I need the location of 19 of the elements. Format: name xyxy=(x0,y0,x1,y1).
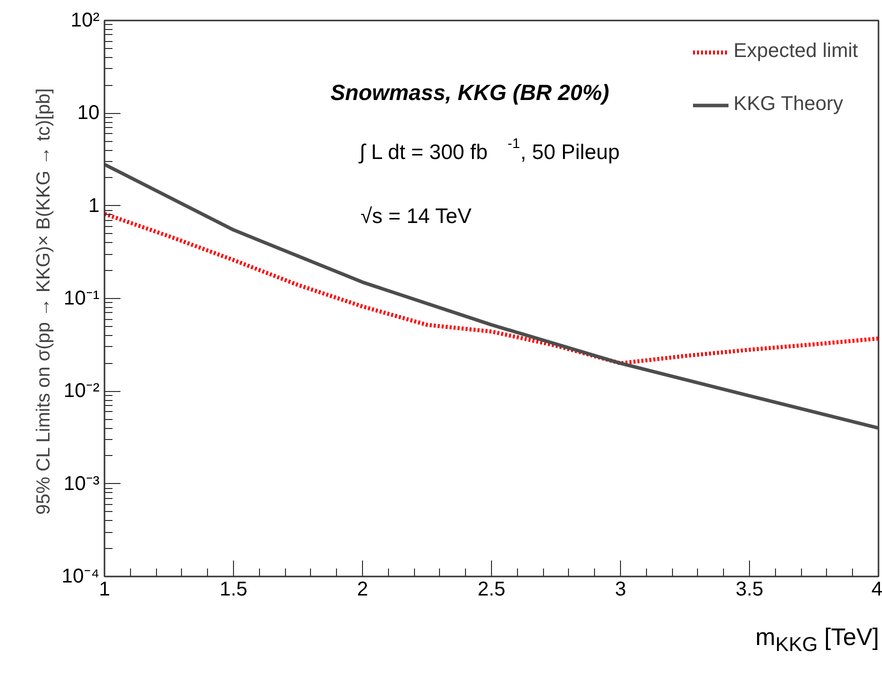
y-tick-label: 1 xyxy=(88,194,100,217)
x-tick-label: 2 xyxy=(356,578,368,600)
x-tick-label: 3.5 xyxy=(736,578,764,600)
legend-label: Expected limit xyxy=(734,40,858,63)
y-tick-label: 10 xyxy=(77,102,100,124)
x-tick-label: 3 xyxy=(614,578,626,600)
y-tick-label: 10⁻² xyxy=(64,380,100,402)
annotation: √s = 14 TeV xyxy=(360,205,472,228)
y-tick-label: 10⁻⁴ xyxy=(62,566,100,588)
legend-label: KKG Theory xyxy=(734,93,844,116)
x-tick-label: 1.5 xyxy=(220,578,248,600)
x-axis-title: m$_{KKG}$ [TeV] xyxy=(755,623,879,658)
y-tick-label: 10⁻³ xyxy=(64,472,100,495)
x-tick-label: 4 xyxy=(871,578,882,600)
x-tick-label: 2.5 xyxy=(478,578,506,600)
y-tick-label: 10² xyxy=(70,10,100,32)
annotation: Snowmass, KKG (BR 20%) xyxy=(330,80,610,105)
y-tick-label: 10⁻¹ xyxy=(64,288,100,310)
y-axis-title: 95% CL Limits on σ(pp → KKG)× B(KKG → tc)[pb] xyxy=(34,88,55,515)
